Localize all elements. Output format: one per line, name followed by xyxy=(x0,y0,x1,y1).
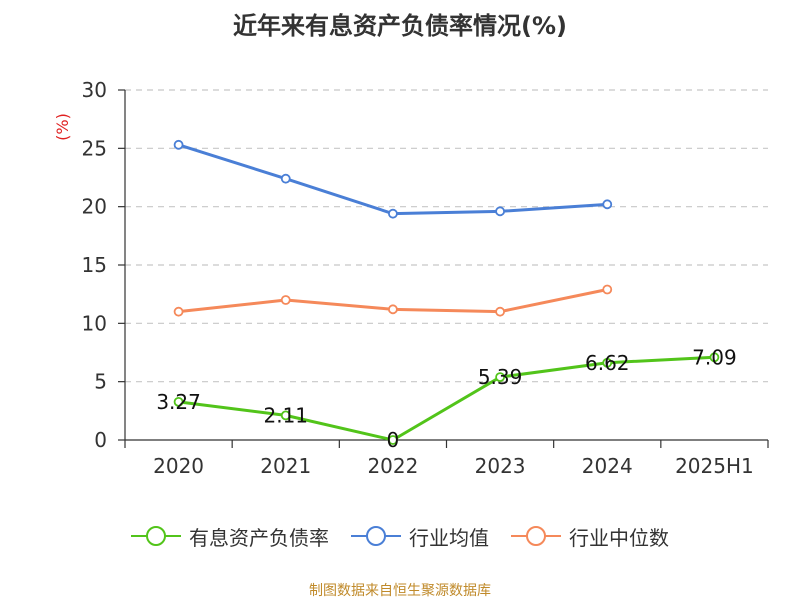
x-tick-label: 2022 xyxy=(367,454,418,478)
data-point xyxy=(173,306,184,317)
data-label: 2.11 xyxy=(263,403,308,427)
legend-label: 行业中位数 xyxy=(569,525,669,550)
data-point xyxy=(602,357,613,368)
data-point xyxy=(173,139,184,150)
legend-circle xyxy=(146,526,166,546)
source-note: 制图数据来自恒生聚源数据库 xyxy=(309,583,491,599)
data-point xyxy=(602,284,613,295)
x-tick-label: 2020 xyxy=(153,454,204,478)
data-point xyxy=(495,372,505,383)
data-point xyxy=(495,206,505,217)
data-point xyxy=(602,199,613,210)
data-point xyxy=(388,208,398,219)
data-label: 3.27 xyxy=(156,390,201,414)
legend: 有息资产负债率 行业均值 行业中位数 xyxy=(0,521,800,551)
series-line xyxy=(178,355,715,442)
x-tick-label: 2021 xyxy=(260,454,311,478)
legend-item-industry-median[interactable]: 行业中位数 xyxy=(511,522,669,551)
data-point xyxy=(280,410,291,421)
data-point xyxy=(495,306,505,317)
series-line xyxy=(178,143,608,216)
legend-item-interest-debt-ratio[interactable]: 有息资产负债率 xyxy=(131,522,329,551)
legend-marker-icon xyxy=(131,525,181,547)
data-point xyxy=(280,295,291,305)
legend-marker-icon xyxy=(511,525,561,547)
data-point xyxy=(709,352,720,363)
data-point xyxy=(388,435,398,445)
legend-circle xyxy=(526,526,546,546)
x-tick-label: 2023 xyxy=(475,454,526,478)
legend-item-industry-average[interactable]: 行业均值 xyxy=(351,522,489,551)
data-label: 7.09 xyxy=(692,345,737,369)
y-tick-label: 20 xyxy=(82,195,107,219)
data-point xyxy=(173,396,184,407)
y-tick-label: 0 xyxy=(94,428,107,452)
x-tick-label: 2024 xyxy=(582,454,633,478)
legend-label: 行业均值 xyxy=(409,525,489,550)
y-axis-label: (%) xyxy=(53,113,72,141)
legend-marker-icon xyxy=(351,525,401,547)
legend-circle xyxy=(366,526,386,546)
y-tick-label: 30 xyxy=(82,78,107,102)
data-point xyxy=(388,304,398,315)
x-tick-label: 2025H1 xyxy=(675,454,754,478)
y-tick-label: 15 xyxy=(82,253,107,277)
y-tick-label: 10 xyxy=(82,311,107,335)
y-tick-label: 25 xyxy=(82,136,107,160)
data-point xyxy=(280,173,291,184)
chart-title: 近年来有息资产负债率情况(%) xyxy=(233,12,567,40)
legend-label: 有息资产负债率 xyxy=(189,525,329,550)
y-tick-label: 5 xyxy=(94,370,107,394)
data-label: 5.39 xyxy=(478,365,523,389)
data-label: 0 xyxy=(387,428,400,452)
data-label: 6.62 xyxy=(585,351,630,375)
